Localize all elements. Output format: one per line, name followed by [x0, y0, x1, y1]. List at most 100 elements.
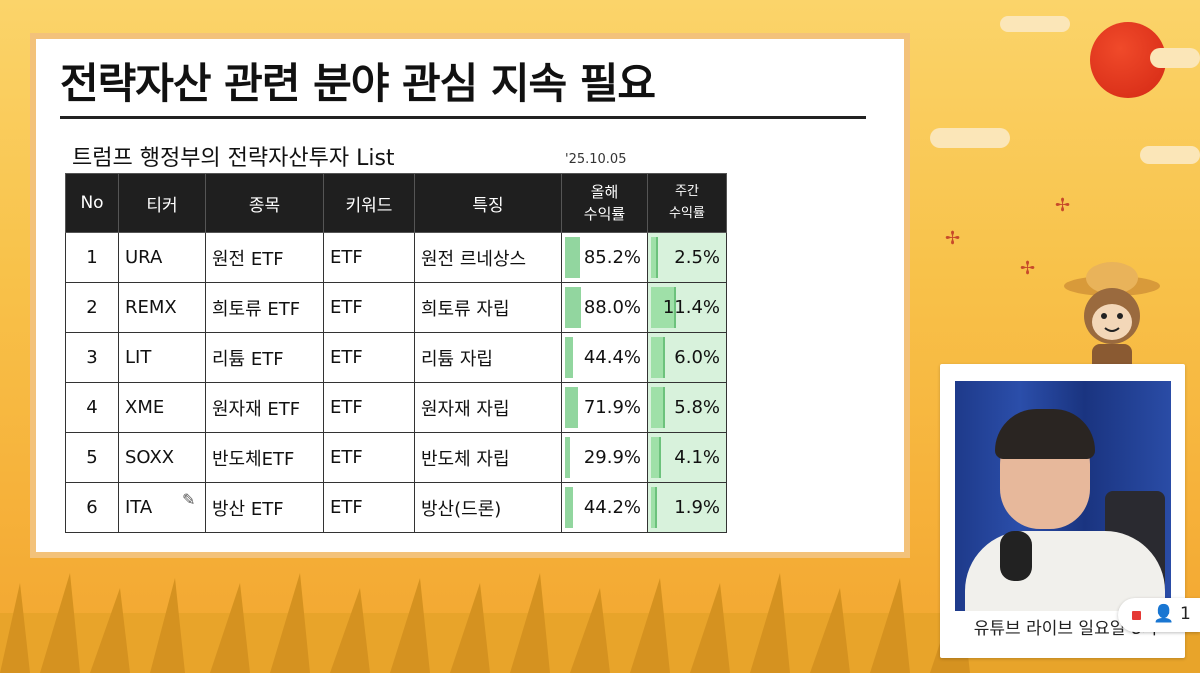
cell-ticker: LIT	[118, 332, 206, 383]
cell-feature: 방산(드론)	[414, 482, 562, 533]
webcam-caption: 유튜브 라이브 일요일 8시	[973, 619, 1158, 639]
cell-ticker: REMX	[118, 282, 206, 333]
live-dot-icon	[1132, 611, 1141, 620]
weekly-return-value: 2.5%	[674, 247, 720, 268]
cell-keyword: ETF	[323, 482, 415, 533]
webcam-video	[955, 381, 1171, 611]
weekly-return-value: 1.9%	[674, 497, 720, 518]
ytd-return-value: 44.4%	[583, 347, 641, 368]
table-row: 5 SOXX 반도체ETF ETF 반도체 자립 29.9% 4.1%	[65, 432, 727, 483]
cell-weekly-return: 1.9%	[647, 482, 727, 533]
cell-feature: 원전 르네상스	[414, 232, 562, 283]
weekly-return-bar	[651, 337, 665, 378]
cell-no: 3	[65, 332, 119, 383]
cell-name: 반도체ETF	[205, 432, 324, 483]
header-feature: 특징	[414, 173, 562, 233]
header-ticker: 티커	[118, 173, 206, 233]
weekly-return-bar	[651, 387, 665, 428]
table-row: 1 URA 원전 ETF ETF 원전 르네상스 85.2% 2.5%	[65, 232, 727, 283]
cell-ytd-return: 88.0%	[561, 282, 648, 333]
ytd-return-bar	[565, 387, 578, 428]
cell-no: 4	[65, 382, 119, 433]
weekly-return-value: 4.1%	[674, 447, 720, 468]
ytd-return-value: 29.9%	[583, 447, 641, 468]
cell-name: 원자재 ETF	[205, 382, 324, 433]
cell-keyword: ETF	[323, 432, 415, 483]
header-ytd-line1: 올해	[590, 183, 619, 201]
weekly-return-value: 11.4%	[662, 297, 720, 318]
slide-title: 전략자산 관련 분야 관심 지속 필요	[60, 59, 656, 108]
cell-keyword: ETF	[323, 232, 415, 283]
microphone	[1000, 531, 1032, 581]
date-label: '25.10.05	[565, 152, 627, 167]
person-icon: 👤	[1153, 604, 1175, 624]
weekly-return-bar	[651, 437, 662, 478]
table-subtitle: 트럼프 행정부의 전략자산투자 List	[72, 146, 395, 171]
monkey-mascot	[1064, 262, 1160, 374]
cell-weekly-return: 4.1%	[647, 432, 727, 483]
cell-no: 1	[65, 232, 119, 283]
cell-weekly-return: 5.8%	[647, 382, 727, 433]
cell-ytd-return: 85.2%	[561, 232, 648, 283]
person-hair	[995, 409, 1095, 459]
cell-keyword: ETF	[323, 282, 415, 333]
dragonfly-icon: ✢	[1055, 195, 1071, 216]
header-no: No	[65, 173, 119, 233]
cell-keyword: ETF	[323, 382, 415, 433]
ytd-return-value: 88.0%	[583, 297, 641, 318]
person-body	[965, 531, 1165, 611]
cell-ytd-return: 71.9%	[561, 382, 648, 433]
header-ytd-return: 올해 수익률	[561, 173, 648, 233]
cell-weekly-return: 2.5%	[647, 232, 727, 283]
pencil-icon: ✎	[182, 490, 196, 509]
ytd-return-bar	[565, 487, 573, 528]
cell-ytd-return: 44.4%	[561, 332, 648, 383]
cell-name: 방산 ETF	[205, 482, 324, 533]
table-row: 2 REMX 희토류 ETF ETF 희토류 자립 88.0% 11.4%	[65, 282, 727, 333]
cell-ticker: ITA	[118, 482, 206, 533]
ytd-return-bar	[565, 287, 581, 328]
cell-weekly-return: 11.4%	[647, 282, 727, 333]
weekly-return-bar	[651, 287, 676, 328]
ytd-return-value: 44.2%	[583, 497, 641, 518]
table-row: 6 ITA 방산 ETF ETF 방산(드론) 44.2% 1.9%	[65, 482, 727, 533]
header-weekly-line2: 수익률	[669, 206, 705, 221]
table-header-row: No 티커 종목 키워드 특징 올해 수익률 주간 수익률	[65, 173, 727, 233]
live-viewer-badge[interactable]: 👤 1	[1118, 598, 1200, 632]
cloud-decoration	[930, 128, 1010, 148]
title-divider	[60, 116, 866, 119]
header-ytd-line2: 수익률	[583, 205, 626, 223]
cell-ytd-return: 29.9%	[561, 432, 648, 483]
weekly-return-value: 5.8%	[674, 397, 720, 418]
cell-name: 희토류 ETF	[205, 282, 324, 333]
ytd-return-bar	[565, 437, 571, 478]
viewer-count: 1	[1180, 604, 1191, 624]
ytd-return-bar	[565, 337, 573, 378]
ytd-return-value: 85.2%	[583, 247, 641, 268]
cloud-decoration	[1000, 16, 1070, 32]
cell-feature: 원자재 자립	[414, 382, 562, 433]
cell-no: 2	[65, 282, 119, 333]
weekly-return-bar	[651, 237, 658, 278]
cell-ticker: SOXX	[118, 432, 206, 483]
cell-weekly-return: 6.0%	[647, 332, 727, 383]
header-keyword: 키워드	[323, 173, 415, 233]
header-name: 종목	[205, 173, 324, 233]
cell-ytd-return: 44.2%	[561, 482, 648, 533]
header-weekly-return: 주간 수익률	[647, 173, 727, 233]
ytd-return-bar	[565, 237, 581, 278]
cell-no: 5	[65, 432, 119, 483]
weekly-return-value: 6.0%	[674, 347, 720, 368]
ytd-return-value: 71.9%	[583, 397, 641, 418]
cloud-decoration	[1150, 48, 1200, 68]
etf-table: No 티커 종목 키워드 특징 올해 수익률 주간 수익률 1 URA 원전 ETF…	[65, 173, 727, 533]
weekly-return-bar	[651, 487, 657, 528]
dragonfly-icon: ✢	[1020, 258, 1036, 279]
cell-feature: 반도체 자립	[414, 432, 562, 483]
cell-ticker: URA	[118, 232, 206, 283]
cloud-decoration	[1140, 146, 1200, 164]
cell-feature: 희토류 자립	[414, 282, 562, 333]
cell-name: 리튬 ETF	[205, 332, 324, 383]
header-weekly-line1: 주간	[675, 184, 699, 199]
table-row: 4 XME 원자재 ETF ETF 원자재 자립 71.9% 5.8%	[65, 382, 727, 433]
